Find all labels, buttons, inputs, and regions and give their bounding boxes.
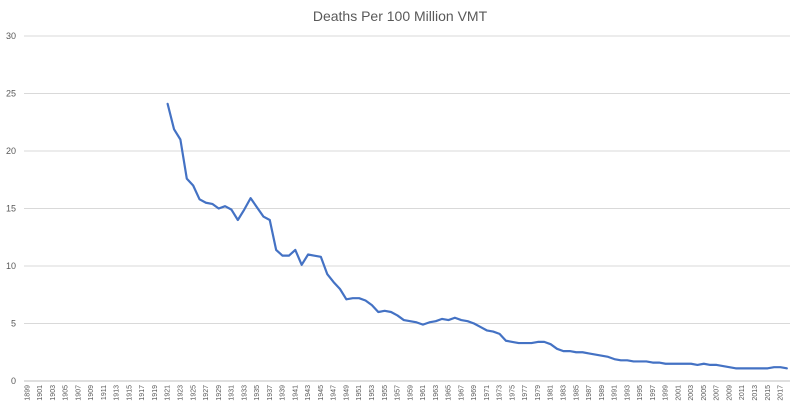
x-tick-label: 1953 xyxy=(369,385,376,401)
y-tick-label: 25 xyxy=(6,89,16,99)
y-tick-label: 5 xyxy=(11,319,16,329)
x-tick-label: 1949 xyxy=(343,385,350,401)
x-tick-label: 2009 xyxy=(726,385,733,401)
x-tick-label: 1917 xyxy=(139,385,146,401)
x-tick-label: 1971 xyxy=(484,385,491,401)
x-tick-label: 1973 xyxy=(497,385,504,401)
x-tick-label: 1985 xyxy=(573,385,580,401)
x-tick-label: 1905 xyxy=(63,385,70,401)
x-tick-label: 1997 xyxy=(650,385,657,401)
x-tick-label: 1961 xyxy=(420,385,427,401)
x-tick-label: 1969 xyxy=(471,385,478,401)
x-tick-label: 1935 xyxy=(254,385,261,401)
x-tick-label: 1925 xyxy=(190,385,197,401)
x-tick-label: 1915 xyxy=(126,385,133,401)
y-tick-label: 15 xyxy=(6,204,16,214)
x-tick-label: 1999 xyxy=(663,385,670,401)
x-tick-label: 1913 xyxy=(114,385,121,401)
x-tick-label: 1981 xyxy=(548,385,555,401)
x-tick-label: 1931 xyxy=(229,385,236,401)
x-tick-label: 1929 xyxy=(216,385,223,401)
x-tick-label: 2005 xyxy=(701,385,708,401)
y-tick-label: 20 xyxy=(6,146,16,156)
x-tick-label: 1923 xyxy=(177,385,184,401)
series-line xyxy=(166,102,788,370)
x-tick-label: 1909 xyxy=(88,385,95,401)
x-tick-label: 2011 xyxy=(739,385,746,400)
x-tick-label: 2017 xyxy=(778,385,785,401)
x-tick-label: 1939 xyxy=(280,385,287,401)
x-tick-label: 1983 xyxy=(560,385,567,401)
x-tick-label: 1927 xyxy=(203,385,210,401)
y-tick-label: 10 xyxy=(6,261,16,271)
x-tick-label: 1965 xyxy=(446,385,453,401)
x-tick-label: 1975 xyxy=(509,385,516,401)
x-tick-label: 1979 xyxy=(535,385,542,401)
x-tick-label: 1919 xyxy=(152,385,159,401)
x-tick-label: 1995 xyxy=(637,385,644,401)
x-tick-label: 1991 xyxy=(612,385,619,401)
y-tick-label: 0 xyxy=(11,376,16,386)
x-tick-label: 1989 xyxy=(599,385,606,401)
x-tick-label: 1955 xyxy=(382,385,389,401)
x-tick-label: 1921 xyxy=(165,385,172,401)
x-tick-label: 1967 xyxy=(458,385,465,401)
x-tick-label: 1993 xyxy=(624,385,631,401)
y-tick-label: 30 xyxy=(6,31,16,41)
x-tick-label: 1977 xyxy=(522,385,529,401)
x-tick-label: 1987 xyxy=(586,385,593,401)
x-tick-label: 1937 xyxy=(267,385,274,401)
x-tick-label: 1957 xyxy=(395,385,402,401)
chart-title: Deaths Per 100 Million VMT xyxy=(312,8,488,24)
x-tick-label: 2001 xyxy=(675,385,682,401)
x-tick-label: 1947 xyxy=(331,385,338,401)
x-tick-label: 1945 xyxy=(318,385,325,401)
x-tick-label: 2003 xyxy=(688,385,695,401)
x-tick-label: 2013 xyxy=(752,385,759,401)
x-tick-label: 1959 xyxy=(407,385,414,401)
x-tick-label: 1933 xyxy=(241,385,248,401)
x-tick-label: 1901 xyxy=(37,385,44,401)
x-tick-label: 1907 xyxy=(75,385,82,401)
x-tick-label: 1899 xyxy=(24,385,31,401)
x-tick-label: 1911 xyxy=(101,385,108,400)
x-tick-label: 1941 xyxy=(292,385,299,401)
x-tick-label: 2015 xyxy=(765,385,772,401)
x-tick-label: 1943 xyxy=(305,385,312,401)
x-tick-label: 1963 xyxy=(433,385,440,401)
x-tick-label: 2007 xyxy=(714,385,721,401)
x-tick-label: 1951 xyxy=(356,385,363,401)
x-tick-label: 1903 xyxy=(50,385,57,401)
